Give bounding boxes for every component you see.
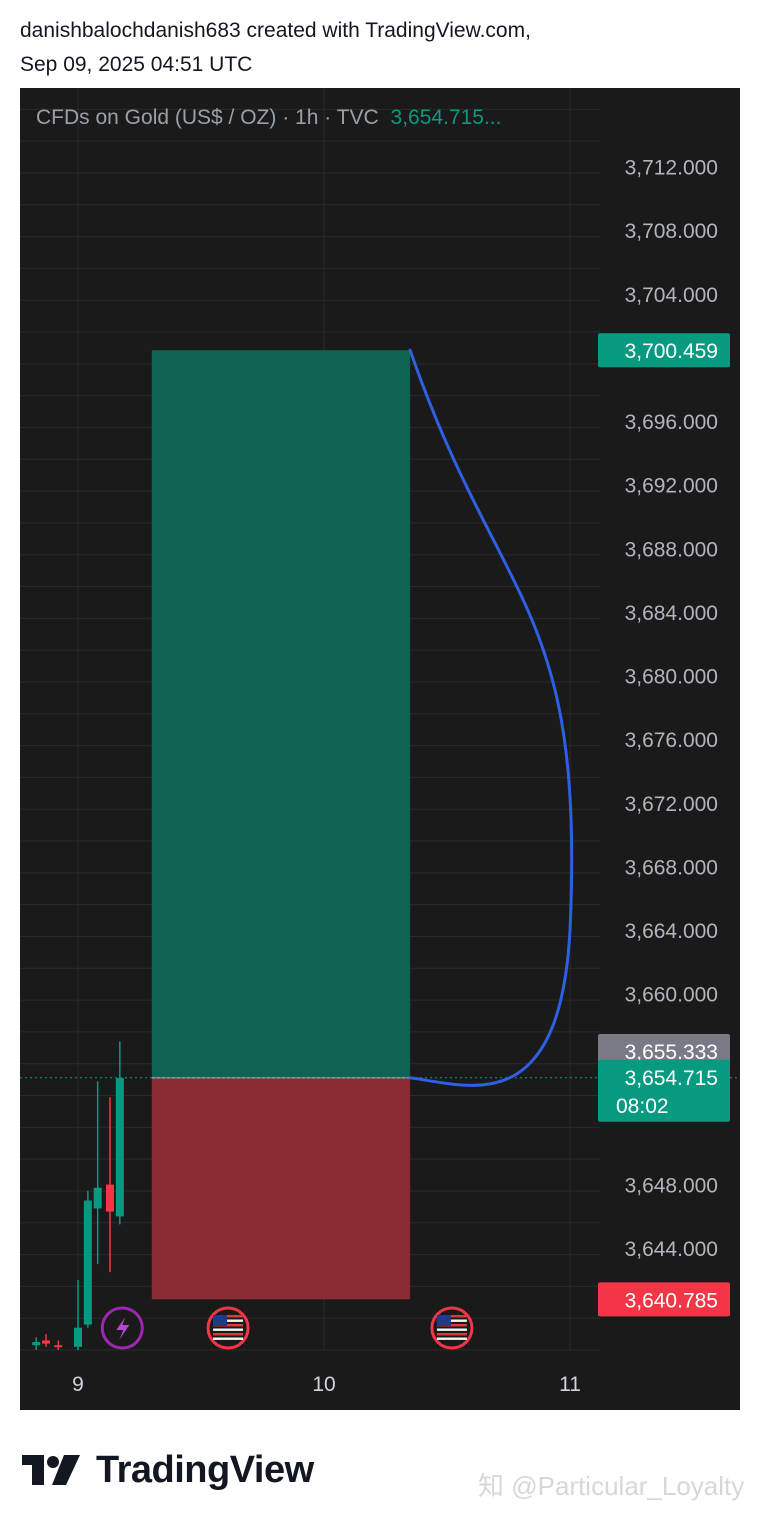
price-label-gray	[598, 1033, 730, 1068]
candle-body	[74, 1327, 82, 1347]
flag-canton	[436, 1315, 451, 1326]
flag-stripe	[436, 1324, 467, 1327]
y-tick-label: 3,660.000	[625, 984, 718, 1007]
flag-stripe	[213, 1319, 244, 1322]
tradingview-logo[interactable]: TradingView	[22, 1448, 314, 1492]
price-label-current	[598, 1059, 730, 1122]
price-label-stop	[598, 1282, 730, 1317]
price-label-text: 3,640.785	[625, 1289, 718, 1312]
flag-stripe	[213, 1324, 244, 1327]
y-tick-label: 3,684.000	[625, 602, 718, 625]
symbol-legend[interactable]: CFDs on Gold (US$ / OZ) · 1h · TVC 3,654…	[36, 106, 501, 130]
y-tick-label: 3,648.000	[625, 1175, 718, 1198]
flag-stripe	[436, 1337, 467, 1340]
flag-stripe	[436, 1315, 467, 1318]
candle-body	[105, 1184, 114, 1212]
flag-stripe	[213, 1337, 244, 1340]
chart-panel[interactable]: 3,644.000 3,648.000 3,660.000 3,664.000 3,66…	[20, 88, 740, 1410]
y-tick-label: 3,688.000	[625, 538, 718, 561]
legend-price: 3,654.715...	[390, 106, 502, 129]
flag-stripe	[436, 1319, 467, 1322]
price-label-target	[598, 333, 730, 368]
candle-body	[83, 1200, 92, 1325]
x-tick-label: 9	[72, 1373, 84, 1396]
candle-body	[32, 1342, 41, 1346]
y-tick-label: 3,708.000	[625, 220, 718, 243]
flag-stripe	[213, 1328, 244, 1331]
flag-stripe	[436, 1333, 467, 1336]
chart-svg[interactable]: 3,644.000 3,648.000 3,660.000 3,664.000 3,66…	[20, 88, 740, 1410]
y-tick-label: 3,680.000	[625, 666, 718, 689]
chart-header: danishbalochdanish683 created with Tradi…	[20, 14, 740, 82]
x-tick-label: 11	[559, 1373, 581, 1396]
stop-loss-zone	[151, 1077, 411, 1300]
tv-logo-icon	[22, 1455, 80, 1485]
symbol-text: CFDs on Gold (US$ / OZ) · 1h · TVC	[36, 106, 379, 129]
y-tick-label: 3,672.000	[625, 793, 718, 816]
y-tick-label: 3,696.000	[625, 411, 718, 434]
y-tick-label: 3,644.000	[625, 1238, 718, 1261]
x-tick-label: 10	[312, 1373, 335, 1396]
us-flag-icon	[430, 1306, 474, 1350]
price-label-text: 3,654.715	[625, 1067, 718, 1090]
y-tick-label: 3,676.000	[625, 729, 718, 752]
y-tick-label: 3,664.000	[625, 920, 718, 943]
flag-canton	[213, 1315, 228, 1326]
watermark: 知 @Particular_Loyalty	[478, 1471, 745, 1501]
us-flag-icon	[206, 1306, 250, 1350]
candle-body	[42, 1340, 51, 1344]
y-tick-label: 3,712.000	[625, 157, 718, 180]
candle-body	[54, 1345, 63, 1348]
candle-body	[93, 1187, 102, 1209]
drawn-curve	[408, 348, 574, 1087]
y-tick-label: 3,668.000	[625, 856, 718, 879]
brand-name: TradingView	[96, 1448, 314, 1491]
y-tick-label: 3,692.000	[625, 475, 718, 498]
flag-stripe	[213, 1333, 244, 1336]
price-label-text: 3,655.333	[625, 1041, 718, 1064]
y-tick-label: 3,704.000	[625, 284, 718, 307]
lightning-bolt	[116, 1317, 130, 1340]
author-line: danishbalochdanish683 created with Tradi…	[20, 19, 531, 42]
flag-stripe	[213, 1315, 244, 1318]
date-line: Sep 09, 2025 04:51 UTC	[20, 53, 253, 76]
price-label-text: 3,700.459	[625, 340, 718, 363]
flag-stripe	[436, 1328, 467, 1331]
countdown-text: 08:02	[616, 1095, 669, 1118]
profit-zone	[151, 350, 411, 1078]
candle-body	[115, 1078, 124, 1217]
